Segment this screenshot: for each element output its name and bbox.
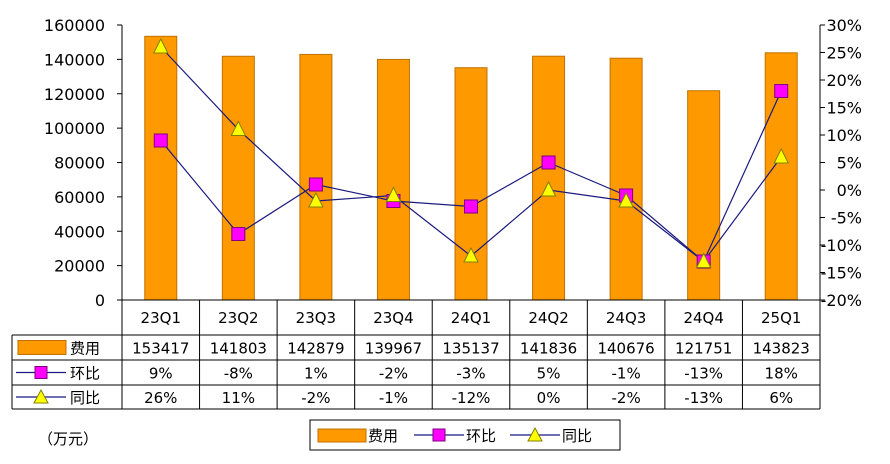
table-cell-value: -13%	[684, 365, 723, 383]
marker-triangle-23Q3	[308, 191, 324, 208]
marker-square-23Q2	[231, 227, 246, 241]
category-label: 24Q1	[451, 309, 491, 327]
table-cell-value: 139967	[365, 340, 422, 358]
table-cell-value: 5%	[537, 365, 561, 383]
bar-23Q3	[299, 53, 333, 301]
table-cell-value: 26%	[144, 389, 177, 407]
marker-triangle-25Q1	[773, 147, 790, 164]
table-cell-value: -1%	[612, 365, 641, 383]
bar-24Q2	[532, 55, 566, 301]
table-series-name: 费用	[70, 340, 100, 358]
table-key-square	[34, 366, 48, 379]
legend-key-triangle	[527, 426, 543, 442]
bar-24Q1	[454, 67, 488, 301]
category-label: 23Q1	[141, 309, 181, 327]
right-tick-label: 20%	[826, 71, 862, 90]
category-label: 23Q2	[218, 309, 258, 327]
legend-key-square	[432, 428, 446, 442]
bar-23Q4	[376, 58, 410, 301]
right-tick-label: -15%	[821, 264, 862, 283]
category-label: 24Q3	[606, 309, 646, 327]
left-tick-label: 140000	[44, 50, 105, 69]
marker-triangle-24Q2	[540, 180, 557, 197]
table-cell-value: 18%	[765, 365, 798, 383]
table-cell-value: 11%	[222, 389, 255, 407]
table-cell-value: -1%	[379, 389, 408, 407]
right-tick-label: 10%	[826, 126, 862, 145]
table-cell-value: -12%	[452, 389, 491, 407]
left-tick-label: 100000	[44, 119, 105, 138]
bar-23Q1	[144, 35, 178, 301]
right-tick-label: 5%	[837, 154, 862, 173]
left-tick-label: 120000	[44, 85, 105, 104]
marker-triangle-24Q4	[695, 252, 712, 268]
table-series-name: 环比	[70, 365, 100, 383]
table-cell-value: 141836	[520, 340, 577, 358]
right-tick-label: -10%	[821, 236, 862, 255]
table-cell-value: -2%	[379, 365, 408, 383]
table-cell-value: 1%	[304, 365, 328, 383]
right-tick-label: 25%	[826, 44, 862, 63]
table-cell-value: -8%	[224, 365, 253, 383]
bar-24Q4	[687, 90, 721, 301]
marker-triangle-23Q2	[230, 120, 247, 136]
left-tick-label: 20000	[54, 257, 105, 276]
table-cell-value: 141803	[210, 340, 267, 358]
left-tick-label: 0	[95, 291, 105, 310]
category-label: 25Q1	[761, 309, 801, 327]
category-label: 24Q4	[683, 309, 723, 327]
left-tick-label: 60000	[54, 188, 105, 207]
bar-23Q2	[221, 55, 255, 301]
category-label: 23Q4	[373, 309, 413, 327]
legend-label: 环比	[466, 427, 496, 445]
marker-square-23Q1	[153, 133, 168, 148]
marker-square-25Q1	[774, 84, 789, 98]
category-label: 23Q3	[296, 309, 336, 327]
right-tick-label: -5%	[831, 209, 862, 228]
table-cell-value: -2%	[301, 389, 330, 407]
marker-square-24Q1	[464, 199, 478, 214]
table-cell-value: 121751	[675, 340, 732, 358]
legend-key-bar	[317, 428, 367, 443]
table-series-name: 同比	[70, 389, 100, 407]
table-cell-value: -13%	[684, 389, 723, 407]
left-tick-label: 160000	[44, 16, 105, 35]
marker-triangle-24Q3	[618, 191, 634, 208]
right-tick-label: 0%	[837, 181, 862, 200]
table-cell-value: 0%	[537, 389, 561, 407]
table-cell-value: -2%	[612, 389, 641, 407]
table-cell-value: 9%	[149, 365, 173, 383]
bar-24Q3	[609, 57, 643, 301]
category-label: 24Q2	[528, 309, 568, 327]
right-tick-label: 15%	[826, 99, 862, 118]
marker-square-24Q2	[541, 155, 556, 170]
right-tick-label: -20%	[821, 291, 862, 310]
table-key-triangle	[33, 388, 49, 404]
marker-triangle-23Q4	[385, 186, 402, 202]
table-key-bar	[17, 340, 67, 355]
table-cell-value: 140676	[597, 340, 654, 358]
marker-square-23Q3	[308, 177, 323, 192]
marker-triangle-23Q1	[152, 37, 169, 54]
left-tick-label: 40000	[54, 222, 105, 241]
marker-triangle-24Q1	[463, 246, 479, 263]
table-cell-value: 6%	[769, 389, 793, 407]
legend-label: 费用	[368, 427, 398, 445]
table-cell-value: 143823	[753, 340, 810, 358]
table-cell-value: 135137	[442, 340, 499, 358]
table-cell-value: -3%	[456, 365, 485, 383]
unit-label: （万元）	[38, 430, 99, 448]
table-cell-value: 153417	[132, 340, 189, 358]
legend-label: 同比	[562, 427, 592, 445]
right-tick-label: 30%	[826, 16, 862, 35]
table-cell-value: 142879	[287, 340, 344, 358]
left-tick-label: 80000	[54, 154, 105, 173]
